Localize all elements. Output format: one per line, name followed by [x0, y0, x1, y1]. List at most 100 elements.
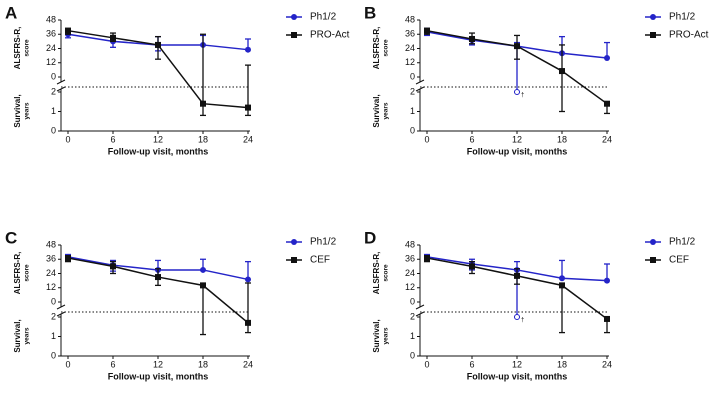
point [110, 263, 116, 270]
panel-label: C [5, 228, 17, 247]
axis-break [56, 311, 66, 317]
point [155, 41, 161, 48]
point [559, 282, 565, 289]
y-axis-unit: years [383, 102, 390, 119]
censored-label: † [521, 93, 524, 99]
y2-tick-label: 0 [51, 350, 56, 360]
y-axis-label: Survival, [13, 94, 22, 127]
y-axis-unit: years [24, 102, 31, 119]
y2-tick-label: 2 [410, 86, 415, 96]
y-tick-label: 24 [46, 268, 56, 278]
y-tick-label: 12 [46, 282, 56, 292]
y-tick-label: 24 [46, 43, 56, 53]
x-axis-label: Follow-up visit, months [467, 146, 568, 156]
x-tick-label: 6 [469, 359, 474, 369]
y-axis-label: Survival, [372, 94, 381, 127]
y-axis-label: ALSFRS-R, [13, 252, 22, 295]
x-tick-label: 0 [424, 134, 429, 144]
axis-break [415, 311, 425, 317]
y-tick-label: 36 [46, 29, 56, 39]
x-tick-label: 12 [512, 359, 522, 369]
point [245, 319, 251, 326]
axis-break [415, 86, 425, 92]
censored-label: † [521, 318, 524, 324]
panel-label: B [364, 3, 376, 22]
y-tick-label: 24 [405, 268, 415, 278]
axis-break [56, 79, 66, 85]
point [110, 34, 116, 41]
y-tick-label: 12 [405, 282, 415, 292]
y-tick-label: 48 [46, 239, 56, 249]
x-tick-label: 24 [602, 359, 612, 369]
legend-marker [650, 257, 656, 263]
y-tick-label: 48 [46, 14, 56, 24]
y-axis-label: Survival, [13, 319, 22, 352]
y-tick-label: 36 [46, 254, 56, 264]
point [604, 100, 610, 107]
legend-label: PRO-Act [669, 30, 709, 41]
legend-marker [291, 32, 297, 38]
x-tick-label: 24 [243, 359, 253, 369]
legend-marker [291, 257, 297, 263]
y-tick-label: 12 [405, 57, 415, 67]
y-tick-label: 0 [51, 296, 56, 306]
y-tick-label: 36 [405, 29, 415, 39]
censored-point [514, 89, 520, 95]
y-tick-label: 0 [410, 71, 415, 81]
y-axis-label: ALSFRS-R, [372, 27, 381, 70]
y-tick-label: 0 [51, 71, 56, 81]
y-tick-label: 48 [405, 239, 415, 249]
y-axis-unit: score [383, 39, 390, 57]
x-tick-label: 6 [110, 134, 115, 144]
y-tick-label: 12 [46, 57, 56, 67]
y2-tick-label: 2 [51, 311, 56, 321]
x-tick-label: 18 [557, 134, 567, 144]
legend-label: CEF [310, 255, 330, 266]
point [200, 266, 206, 273]
x-tick-label: 0 [65, 134, 70, 144]
x-tick-label: 0 [65, 359, 70, 369]
axis-break [56, 304, 66, 310]
y-axis-label: ALSFRS-R, [13, 27, 22, 70]
legend-label: CEF [669, 255, 689, 266]
point [604, 277, 610, 284]
legend-label: Ph1/2 [669, 237, 696, 248]
point [200, 282, 206, 289]
legend-label: Ph1/2 [310, 237, 337, 248]
y2-tick-label: 2 [51, 86, 56, 96]
x-tick-label: 0 [424, 359, 429, 369]
x-axis-label: Follow-up visit, months [108, 146, 209, 156]
y2-tick-label: 0 [410, 350, 415, 360]
legend-marker [650, 32, 656, 38]
x-tick-label: 6 [469, 134, 474, 144]
point [469, 36, 475, 42]
legend-label: PRO-Act [310, 30, 350, 41]
x-tick-label: 12 [512, 134, 522, 144]
x-tick-label: 18 [198, 359, 208, 369]
legend-label: Ph1/2 [310, 12, 337, 23]
legend-marker [291, 239, 297, 245]
x-tick-label: 6 [110, 359, 115, 369]
point [245, 46, 251, 53]
point [604, 315, 610, 322]
x-tick-label: 24 [243, 134, 253, 144]
legend-marker [291, 14, 297, 20]
y2-tick-label: 1 [410, 331, 415, 341]
axis-break [415, 79, 425, 85]
panel-label: D [364, 228, 376, 247]
point [155, 274, 161, 281]
x-tick-label: 24 [602, 134, 612, 144]
axis-break [56, 86, 66, 92]
point [559, 275, 565, 282]
y2-tick-label: 1 [410, 106, 415, 116]
point [514, 43, 520, 50]
y-tick-label: 48 [405, 14, 415, 24]
x-axis-label: Follow-up visit, months [108, 371, 209, 381]
x-tick-label: 18 [557, 359, 567, 369]
point [245, 276, 251, 283]
y-axis-unit: score [24, 39, 31, 57]
point [65, 27, 71, 34]
x-tick-label: 12 [153, 359, 163, 369]
